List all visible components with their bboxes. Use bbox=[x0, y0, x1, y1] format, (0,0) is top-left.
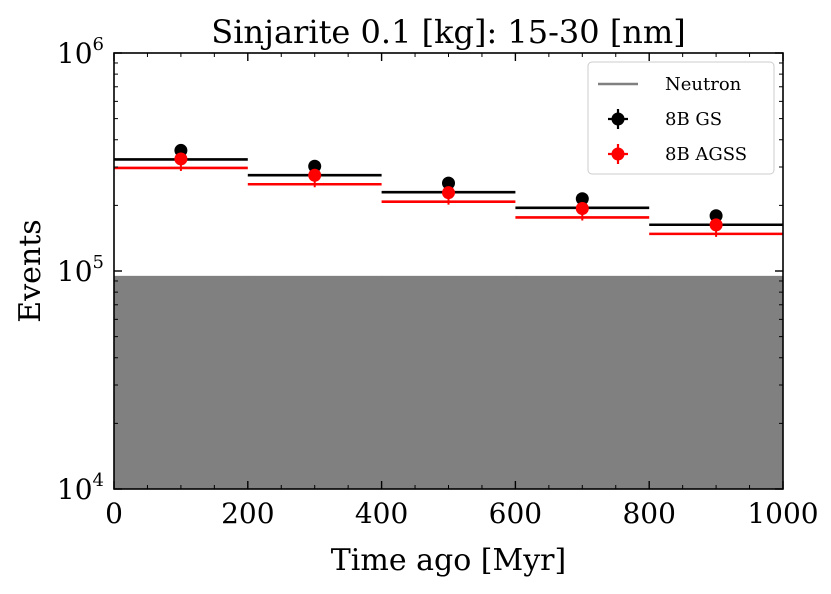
y-tick-label: 104 bbox=[57, 470, 104, 506]
x-tick-label: 800 bbox=[622, 497, 675, 530]
legend-box bbox=[587, 61, 775, 175]
neutron-band-bin bbox=[381, 275, 516, 489]
x-axis-label: Time ago [Myr] bbox=[331, 543, 566, 578]
x-tick-label: 1000 bbox=[747, 497, 818, 530]
8b-agss-point bbox=[709, 218, 723, 232]
neutron-band-bin bbox=[515, 275, 650, 489]
legend-label-8b-gs: 8B GS bbox=[665, 109, 722, 130]
y-tick-label: 105 bbox=[57, 252, 104, 288]
x-tick-label: 600 bbox=[489, 497, 542, 530]
x-tick-label: 0 bbox=[105, 497, 123, 530]
x-tick-label: 400 bbox=[355, 497, 408, 530]
8b-agss-point bbox=[575, 201, 589, 215]
8b-gs-point bbox=[442, 176, 455, 190]
legend-label-neutron: Neutron bbox=[665, 74, 742, 95]
neutron-band-bin bbox=[114, 275, 249, 489]
y-axis-label: Events bbox=[13, 219, 48, 322]
neutron-band-bin bbox=[649, 275, 784, 489]
legend-marker-8b-agss bbox=[611, 147, 625, 161]
neutron-band-bin bbox=[247, 275, 383, 489]
legend-marker-8b-gs bbox=[611, 112, 625, 126]
y-tick-label: 106 bbox=[57, 34, 104, 70]
8b-agss-point bbox=[442, 186, 455, 200]
chart-title: Sinjarite 0.1 [kg]: 15-30 [nm] bbox=[211, 13, 685, 51]
neutron-band-layer bbox=[114, 275, 784, 489]
8b-gs-point bbox=[709, 209, 723, 223]
8b-gs-point bbox=[575, 192, 589, 206]
x-tick-label: 200 bbox=[221, 497, 274, 530]
ticks-layer: 0 200 400 600 800 1000 104 105 106 bbox=[57, 34, 819, 530]
8b-gs-point bbox=[308, 159, 322, 173]
8b-agss-point bbox=[308, 168, 322, 182]
series-layer bbox=[114, 143, 783, 237]
8b-agss-point bbox=[174, 152, 188, 166]
legend-label-8b-agss: 8B AGSS bbox=[665, 144, 747, 165]
legend: Neutron 8B GS 8B AGSS bbox=[587, 61, 775, 175]
